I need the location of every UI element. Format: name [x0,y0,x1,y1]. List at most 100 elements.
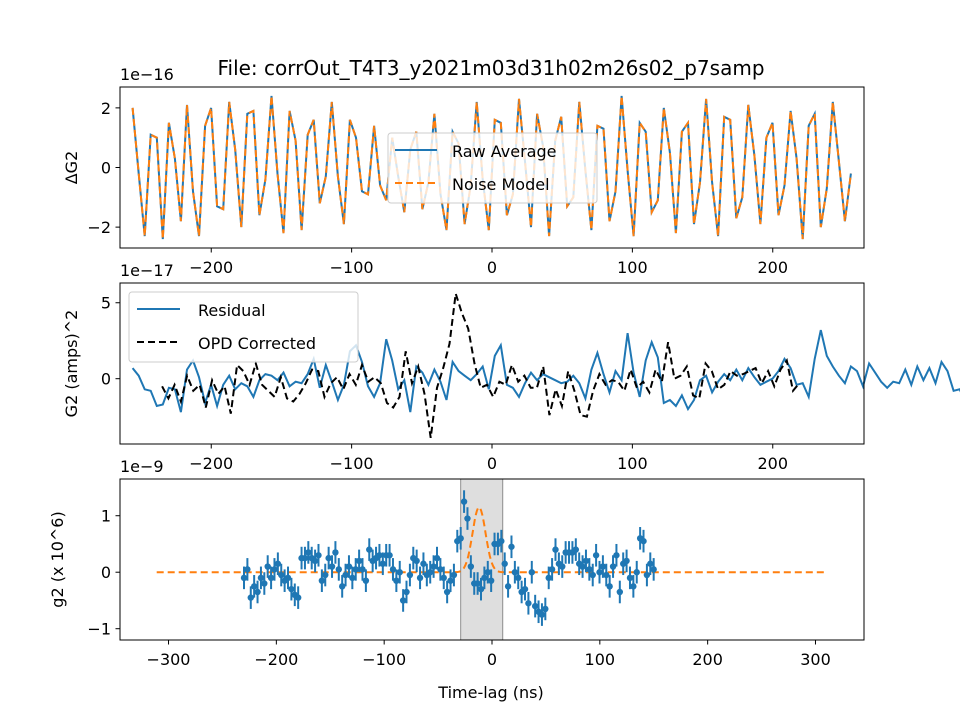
panel-g2-norm-ytick-label: −1 [87,620,111,639]
point-marker [640,537,647,545]
point-marker [311,557,319,565]
data-point [623,549,630,573]
point-marker [403,588,410,596]
point-marker [542,605,549,613]
data-point [650,558,657,581]
data-point [318,569,326,592]
point-marker [484,569,491,576]
panel-delta-g2-xtick-label: 100 [617,258,648,277]
data-point [443,580,451,604]
data-point [609,555,617,578]
point-marker [467,563,475,570]
data-point [643,563,651,587]
point-marker [274,560,282,567]
point-marker [508,543,515,550]
point-marker [443,588,451,596]
panel-g2-norm-xtick-label: −200 [254,650,298,669]
data-point [332,541,339,564]
panel-delta-g2-ytick-label: 2 [101,99,111,118]
data-point [403,580,410,604]
data-point [542,597,549,621]
point-marker [261,580,268,587]
data-point [271,558,278,581]
panel-delta-g2-offset: 1e−16 [120,65,174,84]
data-point [311,549,319,573]
legend-label-residual: Residual [198,301,266,320]
data-point [294,586,302,609]
data-point [521,577,529,601]
point-marker [325,554,332,562]
point-marker [379,560,387,567]
point-marker [592,552,600,559]
data-point [559,555,566,578]
point-marker [477,585,485,593]
panel-delta-g2-ytick-label: 0 [101,159,111,178]
data-point [301,546,309,570]
data-point [647,552,654,576]
point-marker [616,588,624,596]
legend-label-raw-average: Raw Average [452,142,556,161]
point-marker [511,569,519,576]
data-point [335,558,343,581]
point-marker [552,546,559,553]
series-residual [131,329,960,413]
data-point [586,558,593,581]
data-point [633,560,640,584]
point-marker [315,552,322,559]
point-marker [288,585,295,593]
data-point [250,575,258,598]
legend-box [128,291,359,363]
point-marker [450,571,458,579]
data-point [589,563,596,587]
point-marker [531,602,539,610]
point-marker [376,552,383,559]
data-point [552,538,559,561]
data-point [464,507,471,530]
data-point [366,538,373,561]
point-marker [528,569,535,576]
point-marker [582,557,590,565]
data-point [345,555,353,578]
panel-delta-g2: −2 0 2 −200 −100 0 100 200 1e−16 ΔG2 Raw Avera… [62,65,865,277]
point-marker [332,549,339,556]
point-marker [457,535,464,542]
data-point [531,594,539,618]
data-point [288,577,295,601]
point-marker [399,597,407,604]
point-marker [487,577,495,584]
data-point [278,563,285,587]
point-marker [633,569,640,576]
point-marker [393,577,400,584]
panel-delta-g2-ytick-label: −2 [87,218,111,237]
data-point [548,558,556,581]
data-point [427,560,434,584]
point-marker [278,571,285,579]
legend-box [387,132,598,204]
data-point [630,575,637,598]
data-point [528,560,535,584]
point-marker [271,566,278,573]
point-marker [254,588,261,596]
point-marker [267,574,275,582]
data-point [515,566,522,590]
panel-g2-amps-xtick-label: 100 [617,454,648,473]
data-point [261,572,268,595]
point-marker [545,574,552,582]
panel-g2-norm-ytick-label: 0 [101,563,111,582]
panel-g2-norm-x-ticks: −300 −200 −100 0 100 200 300 [147,640,831,669]
data-point [240,566,248,590]
data-point [592,543,600,567]
data-point [416,566,424,590]
point-marker [498,537,505,545]
point-marker [345,563,353,570]
point-marker [559,563,566,570]
data-point [328,555,336,578]
point-marker [606,583,613,590]
point-marker [626,574,634,582]
data-point [420,552,427,576]
point-marker [603,571,610,579]
point-marker [352,566,359,573]
point-marker [338,583,346,590]
panel-g2-amps-xtick-label: −200 [189,454,233,473]
data-point [572,538,580,561]
